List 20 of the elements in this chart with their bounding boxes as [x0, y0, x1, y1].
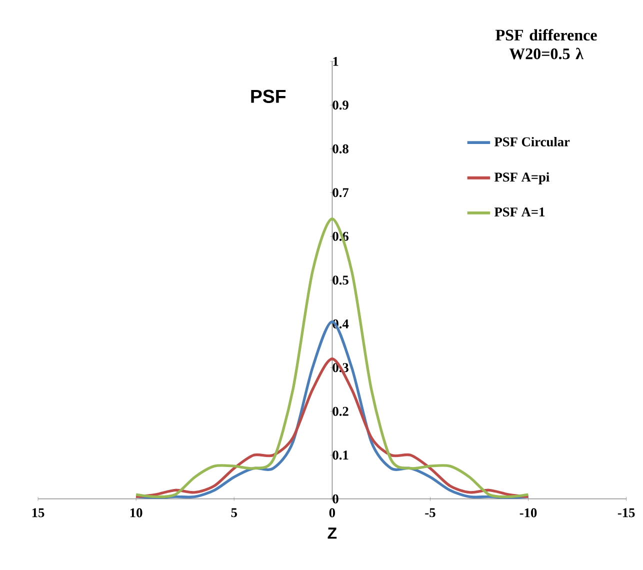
y-tick-label: 0.9	[332, 100, 348, 110]
y-tick-label: 0.8	[332, 144, 348, 154]
y-tick-label: 0.5	[332, 276, 348, 285]
x-tick-label: 5	[231, 508, 237, 518]
y-tick-label: 0.1	[332, 450, 348, 460]
y-tick-label: 0.7	[332, 188, 349, 198]
x-tick-label: -5	[425, 508, 436, 518]
legend-label: PSF A=1	[494, 208, 544, 217]
legend-label: PSF A=pi	[494, 172, 550, 185]
x-tick-label: -15	[618, 508, 635, 518]
y-axis-title: PSF	[251, 90, 286, 104]
y-tick-label: 0.2	[332, 407, 348, 416]
x-tick-label: -10	[520, 508, 537, 518]
x-tick-label: 10	[130, 508, 142, 518]
legend-title: PSF difference W20=0.5 λ	[496, 29, 597, 60]
y-tick-label: 0	[332, 494, 338, 504]
x-axis-title: Z	[328, 528, 337, 539]
x-tick-label: 15	[32, 508, 44, 518]
y-tick-label: 1	[333, 57, 338, 66]
legend-label: PSF Circular	[494, 137, 570, 147]
